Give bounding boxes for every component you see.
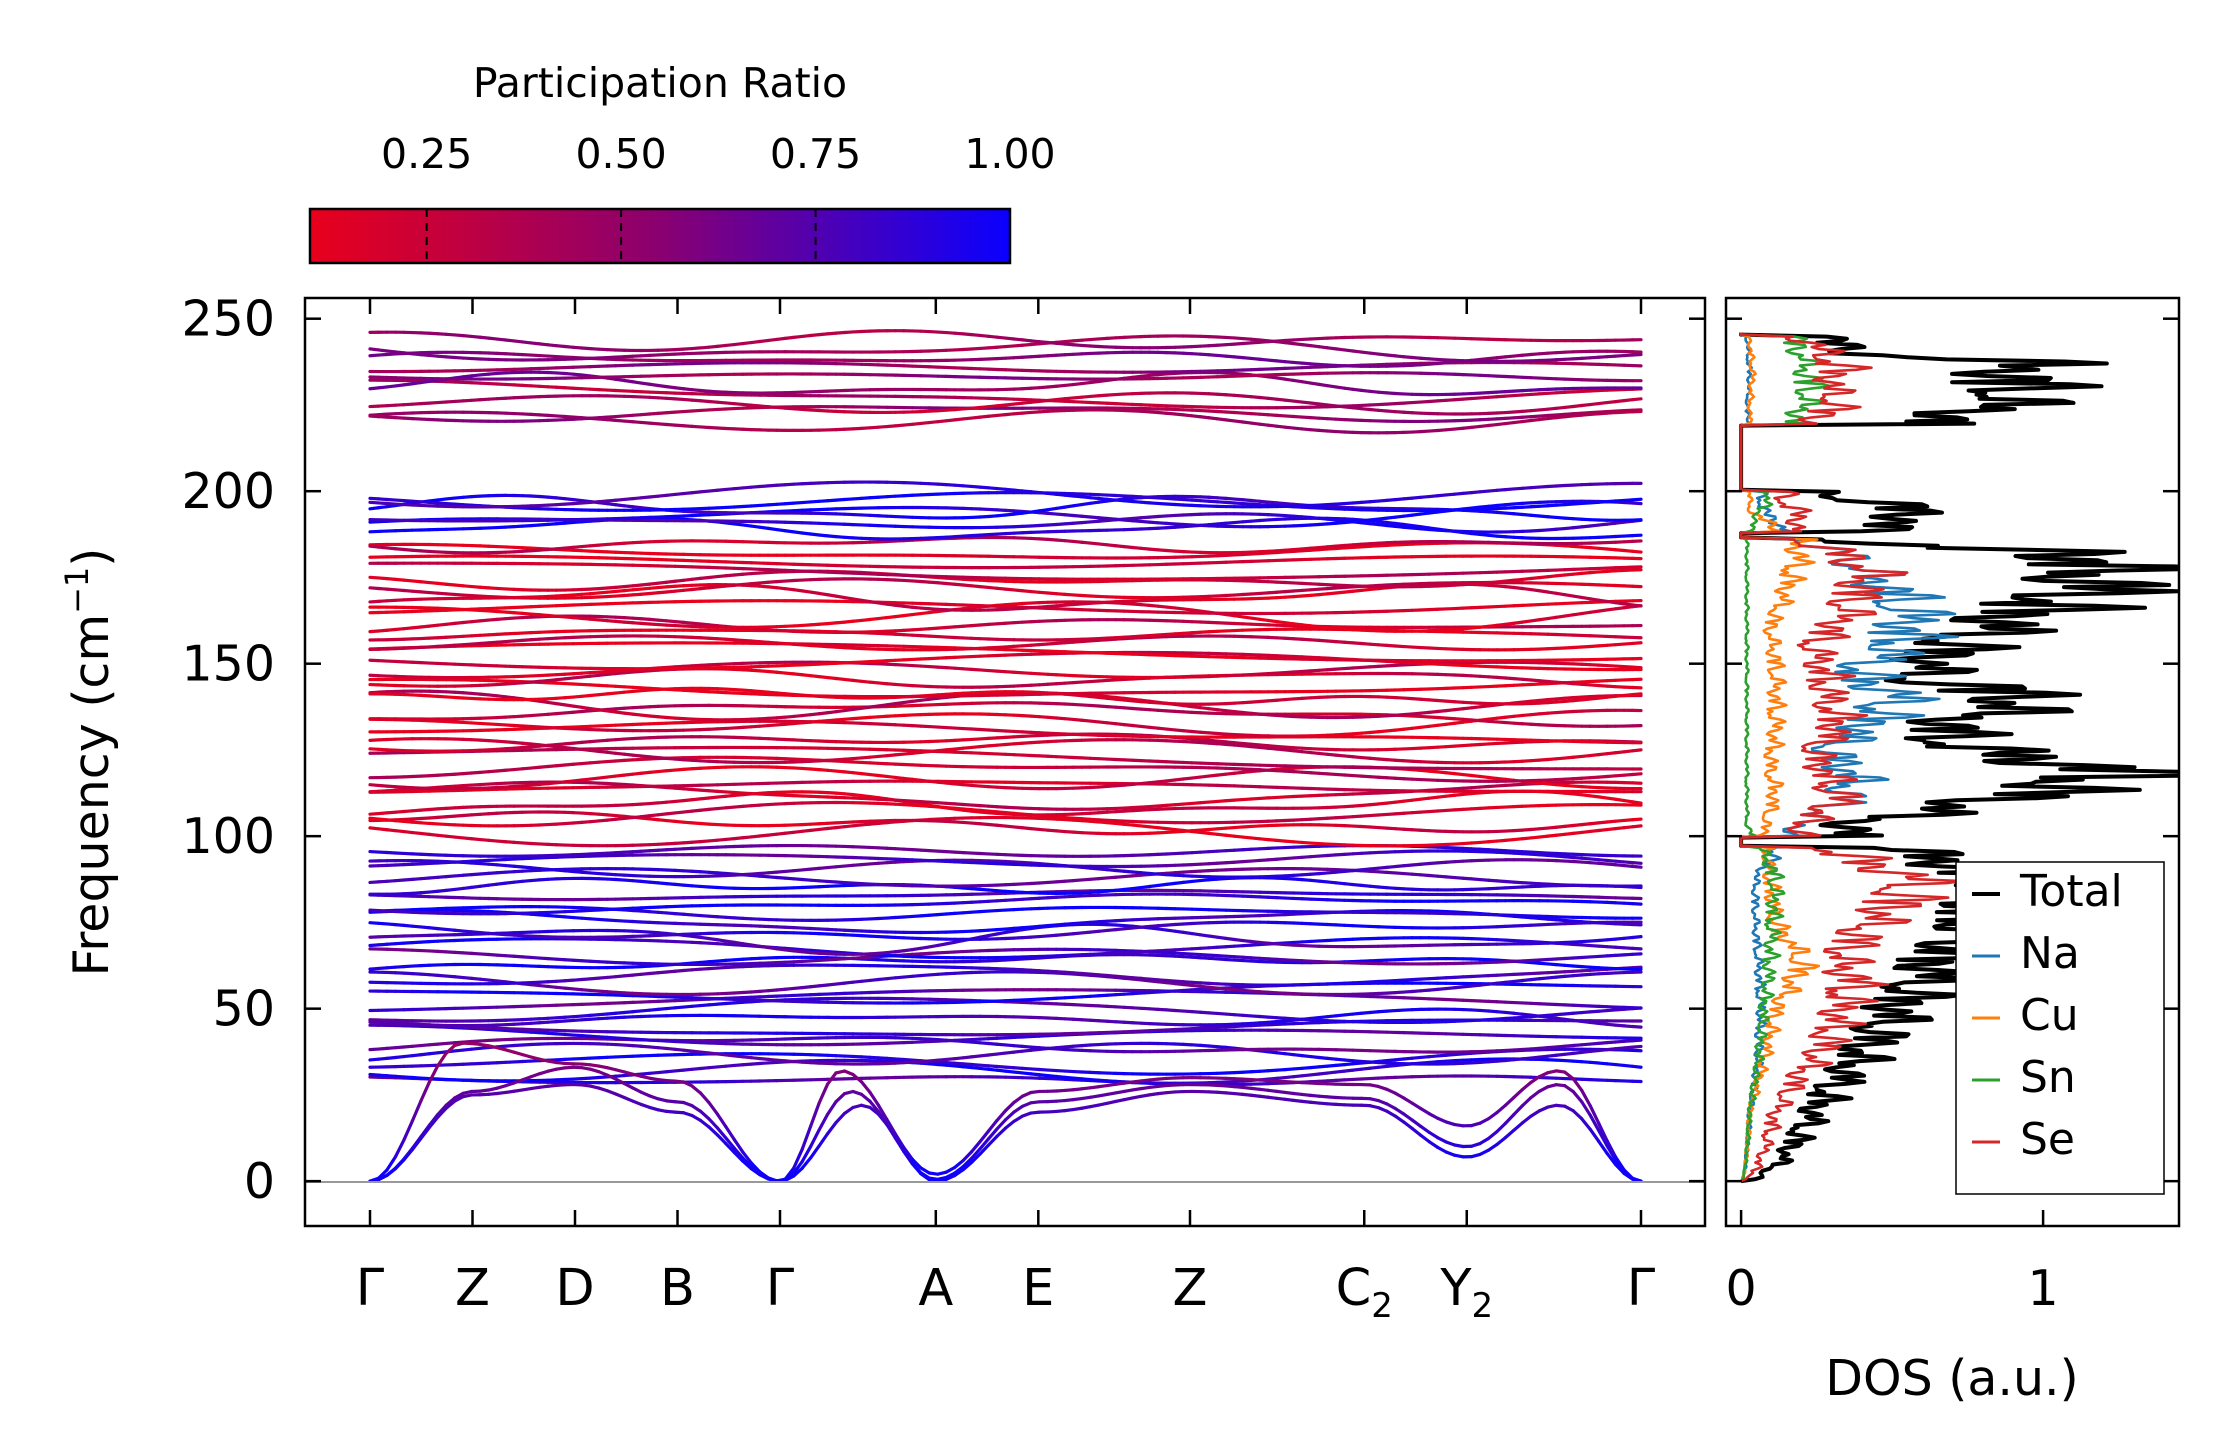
- k-point-label: Z: [455, 1259, 490, 1318]
- colorbar-ticks: 0.25 0.50 0.75 1.00: [381, 130, 1056, 263]
- legend-entry: Total: [1972, 866, 2123, 917]
- phonon-band: [368, 329, 1643, 353]
- k-point-label: Γ: [766, 1259, 795, 1318]
- k-point-label: D: [555, 1259, 594, 1318]
- colorbar-tick-label: 0.25: [381, 130, 472, 178]
- dos-plot-frame: [1724, 296, 2181, 1228]
- phonon-band: [368, 920, 1643, 941]
- phonon-band: [368, 737, 1643, 765]
- phonon-band: [368, 892, 1643, 916]
- phonon-bands: [368, 329, 1643, 1183]
- k-point-label: Γ: [1627, 1259, 1656, 1318]
- colorbar-tick-label: 0.75: [770, 130, 861, 178]
- dos-x-tick-label: 1: [2028, 1260, 2059, 1317]
- colorbar-tick-label: 0.50: [575, 130, 666, 178]
- phonon-band: [368, 981, 1643, 1005]
- phonon-band: [368, 499, 1643, 529]
- k-point-label: E: [1022, 1259, 1054, 1318]
- phonon-band: [368, 391, 1643, 416]
- phonon-band: [368, 755, 1643, 783]
- dos-x-axis-label: DOS (a.u.): [1825, 1350, 2078, 1407]
- legend-label: Sn: [2020, 1052, 2076, 1103]
- phonon-band: [368, 554, 1643, 570]
- phonon-band: [368, 677, 1643, 699]
- phonon-band: [368, 1041, 1643, 1066]
- phonon-band: [368, 988, 1643, 1013]
- y-tick-label: 250: [181, 291, 275, 348]
- phonon-band: [368, 408, 1643, 435]
- k-point-label: Y2: [1439, 1259, 1493, 1326]
- legend-entry: Sn: [1972, 1052, 2076, 1103]
- phonon-band: [368, 634, 1643, 652]
- k-point-label: Z: [1173, 1259, 1208, 1318]
- dos-curves: [1739, 332, 2179, 1184]
- dos-curve-se: [1739, 332, 1963, 1183]
- phonon-band: [368, 516, 1643, 541]
- band-structure-panel: 0 50 100 150 200 250 Γ Z D B Γ A E Z C2 Y2 Γ Frequency (…: [58, 291, 1707, 1326]
- y-tick-label: 0: [244, 1153, 275, 1210]
- phonon-band: [368, 1041, 1643, 1183]
- phonon-band: [368, 349, 1643, 368]
- y-tick-label: 150: [181, 636, 275, 693]
- phonon-band: [368, 370, 1643, 397]
- phonon-band: [368, 480, 1643, 509]
- k-point-label: A: [918, 1259, 953, 1318]
- phonon-band: [368, 905, 1643, 922]
- phonon-band: [368, 371, 1643, 383]
- phonon-band: [368, 867, 1643, 888]
- phonon-band: [368, 963, 1643, 987]
- legend-box: [1955, 861, 2165, 1195]
- phonon-band: [368, 491, 1643, 513]
- band-plot-frame: [303, 296, 1707, 1228]
- legend-entry: Cu: [1972, 990, 2079, 1041]
- legend-label: Se: [2020, 1114, 2075, 1165]
- phonon-band: [368, 708, 1643, 738]
- phonon-band: [368, 598, 1643, 616]
- phonon-band: [368, 849, 1643, 869]
- legend-entry: Se: [1972, 1114, 2075, 1165]
- y-axis-label: Frequency (cm−1): [58, 548, 120, 977]
- legend-label: Cu: [2020, 990, 2079, 1041]
- dos-legend: Total Na Cu Sn Se: [1955, 861, 2165, 1195]
- k-point-label: B: [660, 1259, 695, 1318]
- phonon-band: [368, 810, 1643, 836]
- y-tick-label: 100: [181, 808, 275, 865]
- phonon-band: [368, 1035, 1643, 1054]
- phonon-band: [368, 922, 1643, 956]
- colorbar-gradient: [308, 207, 1012, 265]
- colorbar-title: Participation Ratio: [473, 59, 847, 107]
- k-point-label: C2: [1336, 1259, 1393, 1326]
- legend-entry: Na: [1972, 928, 2080, 979]
- phonon-band: [368, 378, 1643, 410]
- y-tick-label: 50: [213, 981, 275, 1038]
- dos-x-tick-label: 0: [1726, 1260, 1757, 1317]
- phonon-band: [368, 561, 1643, 581]
- phonon-band: [368, 858, 1643, 879]
- phonon-band: [368, 843, 1643, 858]
- y-tick-label: 200: [181, 463, 275, 520]
- band-axes: 0 50 100 150 200 250 Γ Z D B Γ A E Z C2 Y2 Γ: [181, 291, 1705, 1326]
- phonon-band: [368, 1065, 1643, 1183]
- phonon-band: [368, 1082, 1643, 1183]
- legend-label: Na: [2020, 928, 2080, 979]
- k-point-label: Γ: [356, 1259, 385, 1318]
- phonon-band: [368, 936, 1643, 960]
- phonon-band: [368, 908, 1643, 935]
- legend-label: Total: [2019, 866, 2123, 917]
- colorbar-tick-label: 1.00: [964, 130, 1055, 178]
- phonon-band: [368, 765, 1643, 791]
- colorbar: Participation Ratio 0.25 0.50 0.75 1.00: [308, 59, 1056, 265]
- phonon-band: [368, 600, 1643, 633]
